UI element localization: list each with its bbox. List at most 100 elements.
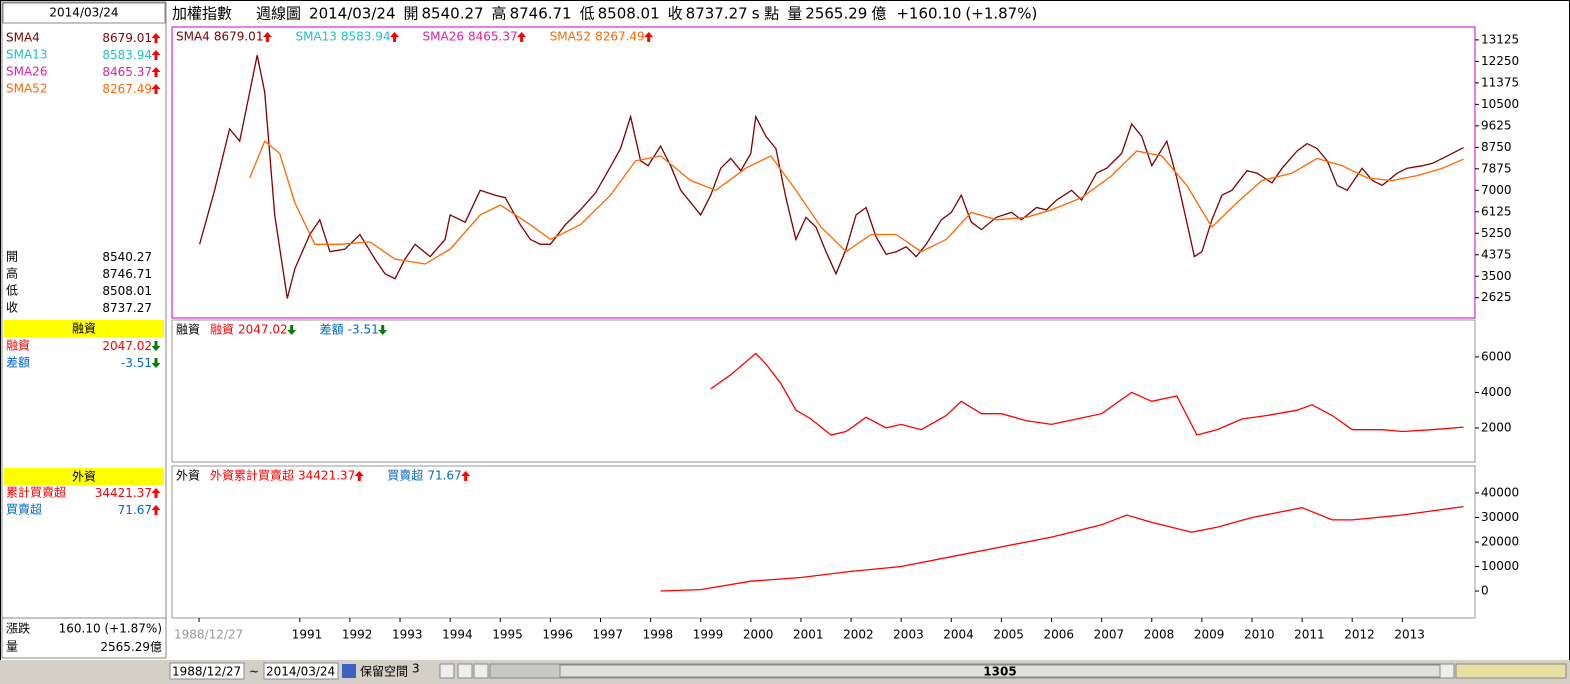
panel-title: 融資 [176,323,200,337]
legend-entry: SMA52 [550,30,591,44]
header-text: 量 [787,5,802,23]
end-select[interactable] [263,662,339,680]
header-text: 2565.29 [805,5,867,23]
y-tick-label: 4375 [1481,247,1512,261]
header-text: 低 [580,5,595,23]
y-tick-label: 7000 [1481,183,1512,197]
end-date: 2014/03/24 [266,665,335,679]
sidebar-label: 漲跌 [6,621,30,636]
y-tick-label: 7875 [1481,161,1512,175]
toolbar-btn[interactable] [457,663,473,679]
sidebar-value-part: 8465.37 [102,65,152,79]
legend-entry: 2047.02 [238,323,288,337]
date-sep: ~ [249,665,259,679]
sidebar-label: 開 [6,250,18,264]
sidebar-value: 8746.71 [102,267,152,281]
legend-entry: 差額 [320,323,344,337]
sidebar-value-part: 億 [150,640,162,654]
sidebar-value-part: 8737.27 [102,301,152,315]
x-tick-label: 2006 [1044,628,1075,642]
header-text: 收 [668,5,683,23]
x-tick-label: 1998 [643,628,674,642]
y-tick-label: 8750 [1481,140,1512,154]
legend-entry: -3.51 [348,323,379,337]
x-tick-label: 2011 [1294,628,1325,642]
sidebar-value: 2565.29億 [100,640,162,654]
scroll-right[interactable] [1439,663,1455,679]
arrow-icon [151,505,161,515]
y-tick-label: 4000 [1481,385,1512,399]
y-tick-label: 13125 [1481,32,1519,46]
scroll-left[interactable] [473,663,489,679]
sidebar-label: 買賣超 [6,502,42,517]
sidebar-value: 8508.01 [102,284,152,298]
x-tick-label: 2001 [793,628,824,642]
x-tick-label: 2012 [1344,628,1375,642]
arrow-icon [390,32,400,42]
x-tick-label: 1997 [592,628,623,642]
x-tick-label: 1993 [392,628,423,642]
header-text: (+1.87%) [965,5,1037,23]
sidebar-label: 累計買賣超 [6,485,66,500]
header-text: 高 [492,5,507,23]
reserve-icon[interactable] [342,664,356,678]
sidebar-label: SMA4 [6,31,40,45]
sidebar-head: 融資 [72,322,96,336]
y-tick-label: 9625 [1481,118,1512,132]
series-line [710,352,1464,436]
sidebar-label: SMA52 [6,82,47,96]
x-tick-label: 1988/12/27 [174,628,243,642]
legend-entry: 8465.37 [468,30,518,44]
sidebar-label: 差額 [6,356,30,370]
foreign-head [4,468,164,485]
start-select[interactable] [169,662,245,680]
sidebar-value-part: 8746.71 [102,267,152,281]
sidebar-value-part: 34421.37 [95,486,152,500]
x-tick-label: 1996 [542,628,573,642]
legend-entry: 8267.49 [595,30,645,44]
header-text: 加權指數 [172,5,232,23]
y-tick-label: 40000 [1481,485,1519,499]
y-tick-label: 11375 [1481,75,1519,89]
x-tick-label: 2013 [1394,628,1425,642]
legend-entry: 8583.94 [341,30,391,44]
sidebar-value: 8737.27 [102,301,152,315]
reserve-value: 3 [412,662,420,676]
y-tick-label: 20000 [1481,535,1519,549]
series-line [660,505,1464,592]
sidebar-value: 71.67 [118,503,152,517]
sidebar-label: 量 [6,640,18,654]
sidebar-label: SMA26 [6,65,47,79]
legend-entry: 買賣超 [387,468,423,483]
arrow-icon [151,84,161,94]
x-tick-label: 1994 [442,628,473,642]
arrow-icon [151,33,161,43]
arrow-icon [262,32,272,42]
header-text: 8746.71 [510,5,572,23]
arrow-icon [354,471,364,481]
legend-entry: SMA4 [176,30,210,44]
sidebar-value: 8465.37 [102,65,152,79]
sidebar-label: SMA13 [6,48,47,62]
sidebar-value: 8267.49 [102,82,152,96]
arrow-icon [517,32,527,42]
sidebar-label: 收 [6,301,18,315]
header-text: 8540.27 [422,5,484,23]
toolbar-btn[interactable] [439,663,455,679]
arrow-icon [287,325,297,335]
sidebar-value-part: 2047.02 [102,339,152,353]
header-text: +160.10 [896,5,961,23]
sidebar-value-part: 8508.01 [102,284,152,298]
x-tick-label: 2010 [1244,628,1275,642]
legend-entry: 融資 [210,323,234,337]
tool-icons[interactable] [1455,663,1567,679]
x-tick-label: 2005 [993,628,1024,642]
x-tick-label: 2007 [1094,628,1125,642]
y-tick-label: 6125 [1481,204,1512,218]
sidebar-head: 外資 [72,470,96,484]
x-tick-label: 1995 [492,628,523,642]
sidebar-value: 34421.37 [95,486,152,500]
header-text: 8737.27 [686,5,748,23]
reserve-label: 保留空間 [360,665,408,679]
